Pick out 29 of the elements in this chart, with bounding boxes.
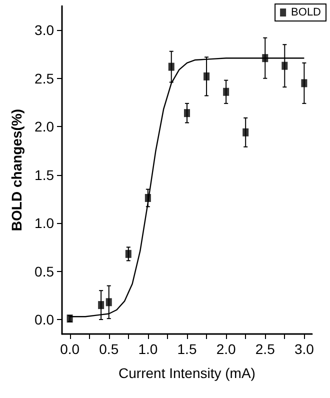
legend-label: BOLD <box>291 6 322 18</box>
point <box>301 79 308 88</box>
point <box>242 128 249 136</box>
point <box>168 62 174 71</box>
point <box>144 194 151 202</box>
x-axis-title: Current Intensity (mA) <box>118 365 256 381</box>
x-tick-label: 0.0 <box>60 341 80 357</box>
y-axis-title: BOLD changes(%) <box>8 108 25 232</box>
point <box>184 109 190 118</box>
x-tick-label: 2.5 <box>255 341 276 357</box>
x-tick-label: 1.0 <box>138 341 158 357</box>
y-tick-label: 0.0 <box>34 312 54 328</box>
x-tick-label: 3.0 <box>294 341 314 357</box>
point <box>262 54 268 62</box>
x-tick-label: 1.5 <box>177 341 197 357</box>
point <box>223 88 230 96</box>
point <box>106 298 112 306</box>
y-tick-label: 1.5 <box>34 166 54 183</box>
point <box>98 301 104 310</box>
y-tick-label: 1.0 <box>34 215 54 232</box>
x-tick-label: 2.0 <box>216 341 236 357</box>
point <box>282 62 288 70</box>
y-tick-label: 2.5 <box>34 70 54 86</box>
x-tick-label: 0.5 <box>99 341 119 357</box>
point <box>125 250 132 258</box>
y-tick-label: 2.0 <box>34 118 54 135</box>
y-tick-label: 3.0 <box>34 22 54 38</box>
y-tick-label: 0.5 <box>34 263 54 280</box>
point <box>204 72 210 80</box>
